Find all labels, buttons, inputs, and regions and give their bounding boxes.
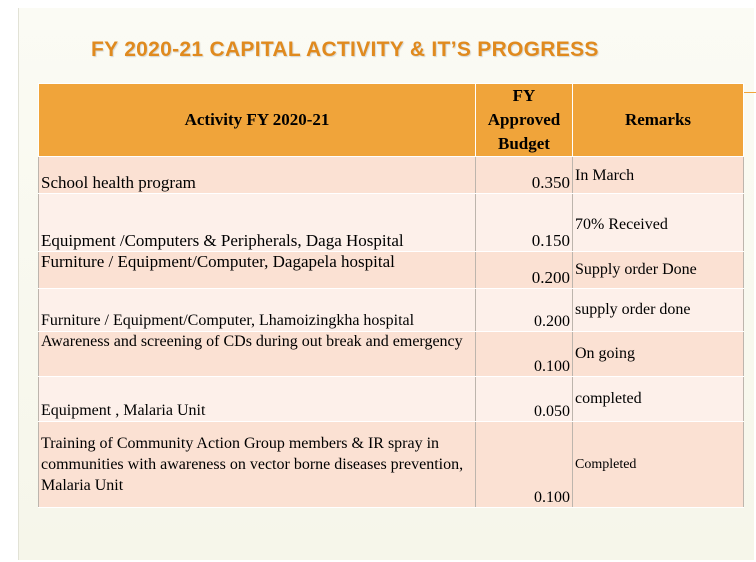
table-header-row: Activity FY 2020-21 FY Approved Budget R… [38, 83, 744, 157]
budget-cell: 0.200 [475, 251, 573, 289]
header-remarks: Remarks [572, 83, 744, 157]
activity-cell: Furniture / Equipment/Computer, Dagapela… [38, 251, 476, 289]
activity-cell: Furniture / Equipment/Computer, Lhamoizi… [38, 288, 476, 332]
activity-cell: School health program [38, 156, 476, 194]
remark-cell: In March [572, 156, 744, 194]
header-budget-line2: Approved [487, 110, 561, 129]
remark-cell: On going [572, 331, 744, 377]
remark-cell: Supply order Done [572, 251, 744, 289]
table-row: School health program 0.350 In March [38, 156, 744, 194]
remark-cell: completed [572, 376, 744, 422]
table-row: Equipment , Malaria Unit 0.050 completed [38, 376, 744, 422]
budget-cell: 0.100 [475, 421, 573, 508]
capital-activity-table: Activity FY 2020-21 FY Approved Budget R… [38, 83, 744, 508]
header-activity: Activity FY 2020-21 [38, 83, 476, 157]
table-row: Furniture / Equipment/Computer, Lhamoizi… [38, 288, 744, 332]
budget-cell: 0.200 [475, 288, 573, 332]
remark-cell: Completed [572, 421, 744, 508]
slide-title: FY 2020-21 CAPITAL ACTIVITY & IT’S PROGR… [91, 38, 599, 61]
header-budget-line1: FY [512, 86, 536, 105]
activity-cell: Equipment , Malaria Unit [38, 376, 476, 422]
budget-cell: 0.100 [475, 331, 573, 377]
header-budget: FY Approved Budget [475, 83, 573, 157]
table-row: Equipment /Computers & Peripherals, Daga… [38, 193, 744, 252]
table-row: Furniture / Equipment/Computer, Dagapela… [38, 251, 744, 289]
activity-cell: Awareness and screening of CDs during ou… [38, 331, 476, 377]
activity-cell: Equipment /Computers & Peripherals, Daga… [38, 193, 476, 252]
table-row: Awareness and screening of CDs during ou… [38, 331, 744, 377]
table-row: Training of Community Action Group membe… [38, 421, 744, 508]
remark-cell: 70% Received [572, 193, 744, 252]
activity-cell: Training of Community Action Group membe… [38, 421, 476, 508]
budget-cell: 0.350 [475, 156, 573, 194]
decorative-line [740, 92, 756, 93]
budget-cell: 0.150 [475, 193, 573, 252]
remark-cell: supply order done [572, 288, 744, 332]
header-budget-line3: Budget [498, 134, 550, 153]
budget-cell: 0.050 [475, 376, 573, 422]
